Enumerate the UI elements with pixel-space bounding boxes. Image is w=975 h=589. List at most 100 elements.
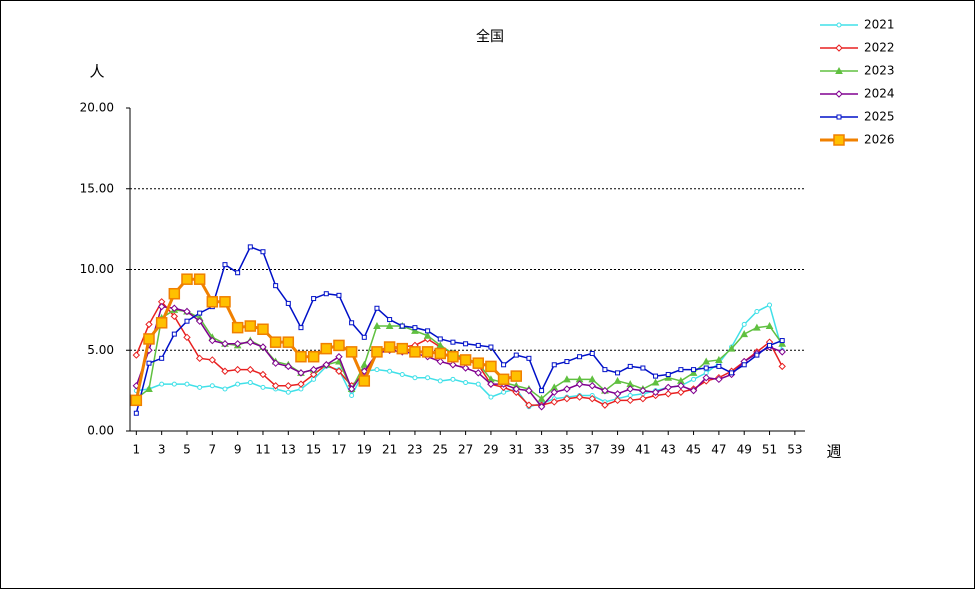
data-point [510, 370, 523, 382]
data-point [285, 300, 291, 306]
data-point [767, 302, 773, 308]
data-point [335, 367, 343, 375]
legend-marker [836, 22, 842, 28]
x-tick-label: 33 [534, 443, 549, 457]
data-point [588, 394, 596, 403]
data-point [259, 370, 267, 379]
data-point [779, 338, 785, 344]
data-point [208, 336, 217, 345]
x-tick-label: 25 [433, 443, 448, 457]
data-point [677, 388, 685, 396]
data-point [472, 357, 485, 369]
data-point [651, 388, 660, 396]
data-point [461, 364, 470, 372]
data-point [246, 338, 255, 346]
data-point [563, 394, 571, 403]
x-tick-label: 35 [559, 443, 574, 457]
x-tick-label: 53 [787, 443, 802, 457]
data-point [436, 357, 444, 366]
data-point [539, 388, 545, 394]
data-point [145, 320, 153, 329]
data-point [171, 381, 177, 387]
data-point [257, 323, 269, 336]
data-point [323, 291, 329, 297]
x-tick-label: 27 [458, 443, 473, 457]
data-point [729, 370, 735, 376]
data-point [626, 385, 634, 393]
x-tick-label: 15 [306, 443, 321, 457]
data-point [235, 381, 241, 387]
x-axis-label: 週 [826, 443, 841, 461]
y-tick-label: 10.00 [80, 262, 114, 276]
data-point [221, 367, 229, 375]
data-point [335, 353, 343, 361]
data-point [425, 375, 431, 381]
data-point [360, 367, 368, 375]
data-point [209, 383, 215, 389]
data-point [526, 355, 532, 361]
data-point [143, 333, 155, 345]
x-tick-label: 19 [357, 443, 372, 457]
data-point [297, 369, 305, 377]
data-point [450, 376, 456, 382]
data-point [197, 310, 203, 316]
data-point [183, 307, 191, 316]
data-point [269, 336, 282, 348]
legend-label: 2025 [864, 110, 895, 124]
data-point [399, 371, 405, 377]
data-point [627, 363, 633, 369]
data-point [487, 380, 495, 388]
data-point [741, 321, 747, 327]
data-point [155, 317, 168, 329]
data-point [677, 382, 685, 390]
data-point [170, 304, 179, 312]
legend-label: 2026 [864, 133, 895, 147]
x-tick-label: 45 [686, 443, 701, 457]
data-point [588, 382, 596, 390]
data-point [447, 350, 459, 363]
data-point [271, 382, 280, 390]
data-point [333, 339, 345, 352]
data-point [396, 342, 409, 355]
x-tick-label: 21 [382, 443, 397, 457]
data-point [564, 359, 570, 365]
data-point [741, 362, 747, 368]
legend-marker [836, 114, 842, 120]
data-point [537, 394, 546, 402]
data-point [653, 373, 659, 379]
data-point [349, 392, 355, 398]
x-tick-label: 23 [407, 443, 422, 457]
data-point [273, 283, 279, 289]
data-point [411, 326, 419, 334]
data-point [449, 361, 457, 369]
data-point [246, 365, 255, 374]
y-axis-label: 人 [89, 63, 104, 81]
data-point [222, 386, 228, 392]
data-point [715, 355, 723, 363]
legend-label: 2022 [864, 41, 895, 55]
data-point [360, 360, 369, 368]
data-point [195, 317, 204, 325]
series-line [135, 245, 783, 414]
data-point [387, 368, 393, 374]
data-point [525, 401, 533, 409]
data-point [259, 343, 267, 351]
data-point [437, 378, 443, 384]
data-point [309, 370, 318, 379]
data-point [421, 346, 434, 358]
data-point [399, 323, 405, 329]
data-point [206, 296, 219, 308]
data-point [626, 396, 634, 405]
data-point [754, 308, 760, 314]
data-point [613, 376, 622, 384]
data-point [170, 312, 179, 321]
data-point [537, 403, 546, 411]
data-point [347, 385, 356, 393]
x-tick-label: 29 [483, 443, 498, 457]
data-point [588, 375, 597, 383]
data-point [184, 381, 190, 387]
data-point [501, 362, 507, 368]
data-point [664, 390, 672, 398]
